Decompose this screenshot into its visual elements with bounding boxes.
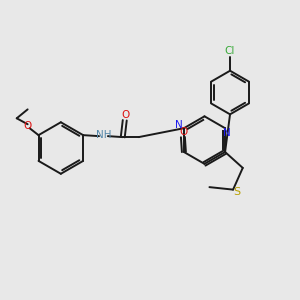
Text: N: N (175, 120, 183, 130)
Text: N: N (223, 128, 231, 138)
Text: NH: NH (96, 130, 112, 140)
Text: O: O (122, 110, 130, 120)
Text: Cl: Cl (225, 46, 235, 56)
Text: S: S (233, 187, 241, 196)
Text: O: O (23, 121, 32, 131)
Text: O: O (180, 127, 188, 137)
